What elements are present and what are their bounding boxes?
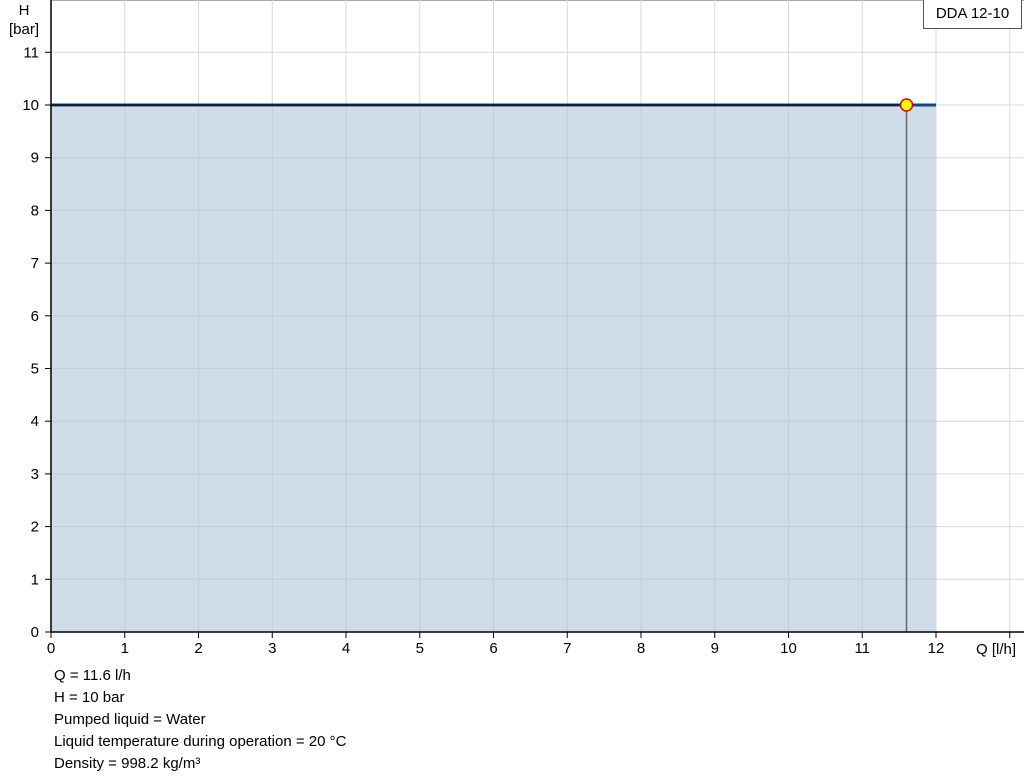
legend-box: DDA 12-10 [923,0,1022,29]
y-tick-label: 2 [31,519,39,536]
y-axis-unit: [bar] [9,21,39,38]
x-tick-label: 12 [928,640,945,657]
y-tick-label: 6 [31,308,39,325]
x-tick-label: 1 [121,640,129,657]
duty-point [899,98,914,112]
x-tick-label: 9 [711,640,719,657]
legend-label: DDA 12-10 [935,5,1010,22]
y-tick-label: 11 [23,44,39,61]
x-tick-label: 8 [637,640,645,657]
x-tick-label: 4 [342,640,350,657]
x-tick-label: 6 [489,640,497,657]
y-tick-label: 9 [31,150,39,167]
x-tick-label: 11 [854,640,870,657]
info-density: Density = 998.2 kg/m³ [54,755,201,772]
x-tick-label: 10 [780,640,797,657]
operating-info: Q = 11.6 l/h H = 10 bar Pumped liquid = … [54,665,346,775]
y-tick-label: 5 [31,361,39,378]
x-tick-label: 2 [194,640,202,657]
y-tick-label: 3 [31,466,39,483]
x-tick-label: 7 [563,640,571,657]
info-temperature: Liquid temperature during operation = 20… [54,733,347,750]
y-tick-label: 1 [31,571,39,588]
y-tick-label: 7 [31,255,39,272]
y-tick-label: 8 [31,202,39,219]
y-tick-label: 0 [31,624,39,641]
y-tick-label: 4 [31,413,39,430]
y-axis-label: H [19,2,30,19]
x-tick-label: 0 [47,640,55,657]
x-axis-label: Q [l/h] [976,641,1016,658]
info-liquid: Pumped liquid = Water [54,711,206,728]
info-q: Q = 11.6 l/h [54,667,131,684]
y-tick-label: 10 [22,97,39,114]
info-h: H = 10 bar [54,689,125,706]
x-tick-label: 5 [416,640,424,657]
x-tick-label: 3 [268,640,276,657]
